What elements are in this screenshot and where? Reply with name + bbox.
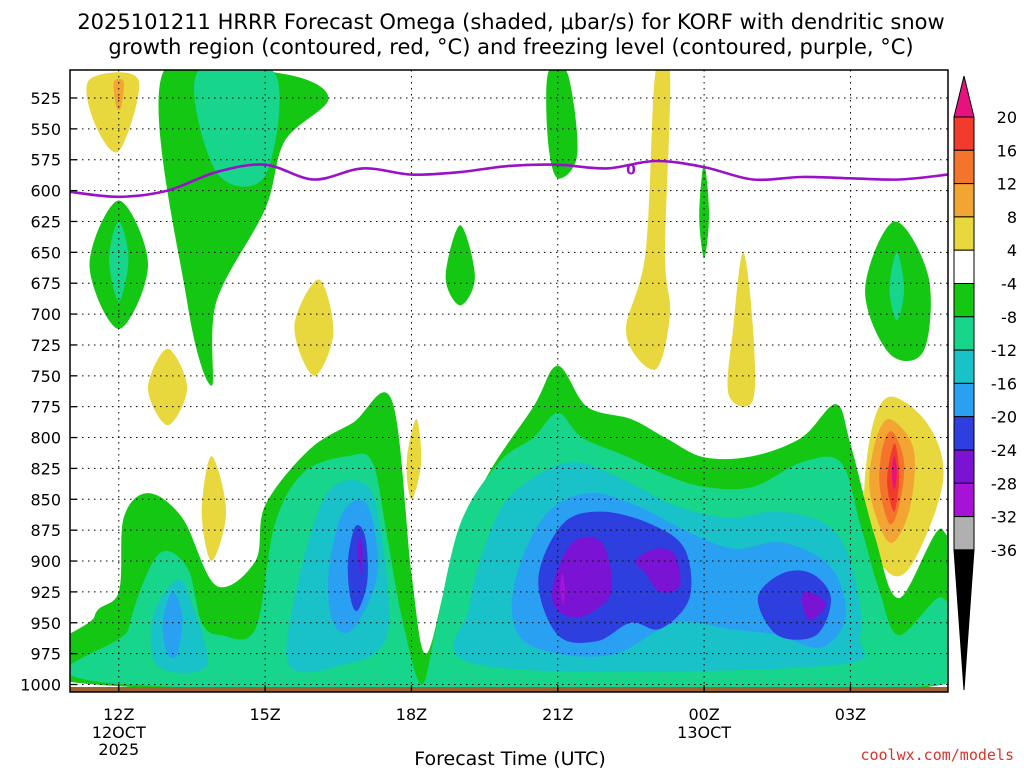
colorbar-bottom-triangle — [953, 549, 975, 691]
colorbar-segment — [953, 382, 975, 418]
x-tick-label: 18Z — [396, 705, 427, 724]
colorbar-label: -8 — [1001, 308, 1017, 327]
omega-region-rise-e — [699, 163, 709, 259]
colorbar-segment — [953, 316, 975, 351]
colorbar-label: 20 — [997, 108, 1017, 127]
colorbar-label: -12 — [991, 341, 1017, 360]
x-tick-date-label: 13OCT — [677, 723, 731, 742]
omega-region-sink-g — [727, 252, 756, 407]
x-axis-label: Forecast Time (UTC) — [414, 748, 605, 768]
chart-title-line-2: growth region (contoured, red, °C) and f… — [108, 35, 913, 59]
omega-region-sink-c — [148, 348, 188, 426]
omega-region-rise-f-core — [889, 252, 905, 321]
source-credit: coolwx.com/models — [860, 746, 1014, 764]
omega-region-rise-main-20c — [757, 570, 831, 640]
plot-frame — [69, 69, 949, 693]
colorbar: 20 16 12 8 4 -4 -8 -12 -16 -20 -24 -28 -32 -36 — [953, 75, 1017, 691]
y-tick-label: 925 — [30, 583, 61, 602]
colorbar-top-triangle — [953, 75, 975, 118]
omega-region-rise-main-24a — [551, 536, 613, 618]
omega-region-sink-e — [406, 419, 422, 500]
pressure-axis: 525 550 575 600 625 650 675 700 725 750 775 800 825 8… — [20, 89, 77, 695]
colorbar-segment — [953, 183, 975, 218]
omega-region-rise-main-16a — [162, 591, 183, 658]
colorbar-segment — [953, 249, 975, 284]
y-tick-label: 975 — [30, 645, 61, 664]
x-tick-label: 03Z — [835, 705, 866, 724]
freezing-level: 0 — [70, 159, 948, 199]
omega-region-rise-main-28a — [560, 573, 566, 605]
y-tick-label: 550 — [30, 120, 61, 139]
colorbar-label: -32 — [991, 508, 1017, 527]
colorbar-label: 4 — [1007, 241, 1017, 260]
x-tick-date-label: 12OCT — [92, 723, 146, 742]
plot-area: 0 — [69, 69, 949, 693]
y-tick-label: 700 — [30, 305, 61, 324]
x-tick-label: 00Z — [688, 705, 719, 724]
y-tick-label: 900 — [30, 552, 61, 571]
y-tick-label: 825 — [30, 459, 61, 478]
omega-region-sink-a — [86, 72, 140, 153]
omega-region-rise-main-24c — [801, 591, 827, 621]
x-tick-date-label: 2025 — [98, 740, 139, 759]
x-tick-label: 21Z — [542, 705, 573, 724]
freezing-level-line — [70, 159, 948, 199]
y-tick-label: 1000 — [20, 676, 61, 695]
colorbar-label: -16 — [991, 374, 1017, 393]
x-tick-label: 12Z — [103, 705, 134, 724]
colorbar-label: -36 — [991, 541, 1017, 560]
omega-shading — [70, 70, 948, 692]
colorbar-segment — [953, 349, 975, 384]
y-tick-label: 650 — [30, 243, 61, 262]
omega-region-rise-main-24b — [635, 548, 681, 593]
colorbar-label: 16 — [997, 141, 1017, 160]
y-tick-label: 600 — [30, 182, 61, 201]
y-tick-label: 875 — [30, 521, 61, 540]
chart-title-line-1: 2025101211 HRRR Forecast Omega (shaded, … — [77, 10, 944, 34]
y-tick-label: 850 — [30, 490, 61, 509]
omega-region-sink-h-20 — [891, 456, 897, 490]
colorbar-label: 12 — [997, 175, 1017, 194]
colorbar-label: -20 — [991, 408, 1017, 427]
omega-region-sink-b — [294, 279, 334, 376]
omega-region-rise-a — [158, 70, 329, 386]
omega-region-rise-a-core — [194, 70, 280, 187]
grid — [70, 70, 948, 692]
colorbar-segment — [953, 416, 975, 451]
y-tick-label: 625 — [30, 212, 61, 231]
colorbar-segment — [953, 516, 975, 551]
colorbar-segment — [953, 216, 975, 251]
colorbar-segment — [953, 449, 975, 484]
y-tick-label: 775 — [30, 398, 61, 417]
x-tick-label: 15Z — [249, 705, 280, 724]
omega-region-rise-main-24d — [357, 536, 363, 574]
omega-region-rise-d — [445, 225, 475, 306]
omega-region-sink-d — [201, 456, 227, 561]
y-tick-label: 725 — [30, 336, 61, 355]
omega-region-rise-b-core — [109, 221, 129, 302]
colorbar-segment — [953, 149, 975, 185]
colorbar-label: 8 — [1007, 208, 1017, 227]
y-tick-label: 675 — [30, 274, 61, 293]
colorbar-label: -28 — [991, 474, 1017, 493]
y-tick-label: 525 — [30, 89, 61, 108]
omega-region-rise-c — [546, 70, 578, 179]
colorbar-label: -4 — [1001, 275, 1017, 294]
omega-region-sink-f — [626, 70, 671, 370]
terrain-surface — [70, 687, 948, 692]
freezing-level-label: 0 — [626, 163, 636, 179]
colorbar-label: -24 — [991, 441, 1017, 460]
y-tick-label: 950 — [30, 614, 61, 633]
y-tick-label: 800 — [30, 429, 61, 448]
colorbar-segment — [953, 482, 975, 518]
colorbar-segment — [953, 283, 975, 318]
omega-region-rise-main-20a — [347, 525, 368, 612]
colorbar-segment — [953, 116, 975, 151]
y-tick-label: 575 — [30, 151, 61, 170]
y-tick-label: 750 — [30, 367, 61, 386]
